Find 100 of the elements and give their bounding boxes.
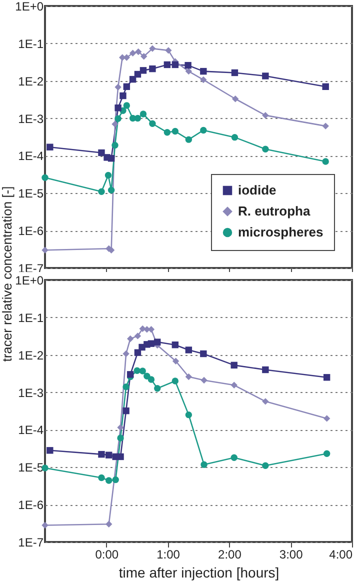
point: [122, 350, 130, 358]
point: [114, 84, 122, 90]
point: [138, 344, 146, 351]
point: [134, 332, 142, 340]
point: [129, 76, 136, 83]
y-tick-label: 1E-6: [18, 498, 44, 512]
point: [185, 346, 192, 354]
point: [134, 48, 142, 56]
point: [172, 378, 179, 384]
point: [117, 424, 124, 431]
point: [98, 188, 105, 195]
point: [172, 342, 179, 348]
point: [112, 453, 119, 460]
point: [140, 110, 147, 118]
legend-label: R. eutropha: [238, 204, 311, 218]
point: [164, 61, 171, 68]
x-tick-label: 0:00: [95, 548, 119, 562]
point: [262, 112, 269, 119]
point: [200, 376, 208, 384]
x-tick-label: 4:00: [329, 548, 353, 562]
point: [185, 136, 192, 143]
point: [322, 158, 329, 165]
point: [106, 452, 112, 458]
point: [46, 144, 54, 150]
point: [122, 407, 130, 414]
point: [98, 450, 105, 458]
point: [126, 335, 134, 342]
legend-label: iodide: [238, 182, 276, 198]
point: [185, 68, 192, 75]
y-tick-label: 1E-1: [18, 310, 44, 325]
x-tick-label: 1:00: [156, 548, 180, 562]
point: [200, 76, 207, 84]
point: [126, 371, 134, 378]
point: [200, 350, 207, 358]
point: [231, 134, 238, 141]
point: [42, 246, 48, 254]
point: [46, 447, 54, 454]
y-tick-label: 1E-3: [18, 112, 44, 126]
point: [129, 114, 136, 122]
point: [154, 338, 161, 346]
point: [165, 47, 172, 54]
point: [262, 398, 269, 405]
point: [262, 366, 269, 374]
y-tick-label: 1E-2: [18, 348, 44, 362]
point: [322, 122, 329, 130]
point: [323, 450, 330, 457]
point: [200, 461, 208, 468]
point: [262, 462, 269, 469]
y-tick-label: 1E-1: [18, 36, 44, 51]
x-axis-title: time after injection [hours]: [118, 564, 280, 580]
y-tick-label: 1E+0: [15, 274, 44, 288]
point: [120, 92, 126, 100]
y-tick-label: 1E-2: [18, 74, 44, 88]
point: [106, 520, 112, 528]
point: [98, 474, 105, 482]
point: [232, 96, 239, 102]
x-tick-label: 3:00: [279, 548, 304, 562]
point: [98, 149, 105, 156]
point: [172, 128, 179, 135]
y-tick-label: 1E+0: [15, 0, 44, 14]
y-tick-label: 1E-5: [18, 460, 44, 475]
point: [123, 102, 130, 109]
y-axis-title: tracer relative concentration [-]: [0, 186, 14, 362]
point: [112, 142, 118, 149]
point: [149, 65, 156, 72]
point: [114, 115, 122, 122]
point: [134, 367, 140, 374]
point: [139, 325, 146, 332]
point: [134, 349, 142, 356]
point: [42, 522, 48, 529]
point: [104, 154, 110, 161]
y-tick-label: 1E-4: [18, 423, 44, 438]
y-tick-label: 1E-7: [18, 536, 44, 550]
point: [184, 62, 192, 69]
point: [323, 374, 330, 381]
point: [185, 373, 192, 380]
point: [106, 477, 112, 484]
point: [140, 53, 148, 60]
point: [108, 186, 115, 194]
legend-label: microspheres: [238, 224, 324, 240]
point: [231, 69, 238, 76]
point: [129, 50, 136, 56]
point: [112, 120, 118, 128]
point: [185, 411, 192, 418]
y-tick-label: 1E-5: [18, 186, 44, 201]
point: [149, 120, 156, 127]
point: [200, 68, 207, 75]
point: [114, 104, 122, 112]
x-tick-label: 2:00: [218, 548, 242, 562]
point: [104, 172, 112, 179]
point: [123, 83, 130, 90]
point: [140, 67, 147, 74]
point: [154, 385, 161, 392]
point: [262, 72, 269, 80]
point: [230, 454, 238, 461]
y-tick-label: 1E-4: [18, 149, 44, 164]
point: [149, 45, 156, 52]
point: [42, 174, 48, 181]
point: [262, 146, 269, 152]
point: [172, 61, 179, 68]
